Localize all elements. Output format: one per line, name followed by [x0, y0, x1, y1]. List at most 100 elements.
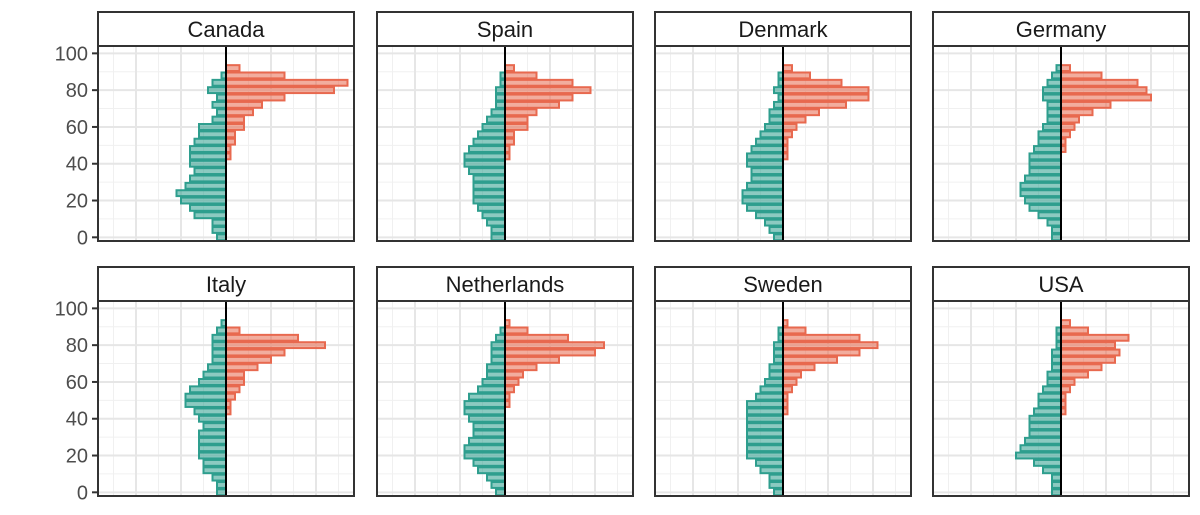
bar-right — [225, 123, 245, 131]
bar-left — [1051, 226, 1062, 234]
bar-right — [504, 115, 529, 124]
bar-right — [782, 115, 807, 124]
bar-right — [504, 333, 569, 342]
bar-left — [1046, 378, 1062, 386]
bar-left — [211, 115, 227, 124]
bar-left — [1051, 233, 1062, 242]
bar-left — [211, 348, 227, 357]
bar-left — [198, 429, 227, 438]
bar-right — [225, 108, 254, 117]
bar-right — [782, 86, 870, 95]
bar-right — [782, 341, 879, 350]
bar-left — [773, 86, 784, 95]
bar-left — [472, 196, 506, 205]
bar-left — [1046, 100, 1062, 109]
bar-right — [225, 100, 263, 109]
bar-left — [750, 167, 784, 176]
facet-panel-netherlands: Netherlands — [376, 266, 634, 497]
bar-left — [198, 451, 227, 460]
bar-right — [1060, 385, 1071, 394]
bar-left — [216, 326, 227, 335]
bar-left — [189, 385, 227, 394]
bar-left — [773, 355, 784, 364]
bar-right — [225, 370, 245, 379]
bar-left — [773, 233, 784, 242]
bar-left — [477, 130, 506, 139]
bar-right — [504, 108, 538, 117]
bar-left — [477, 466, 506, 475]
bar-left — [472, 174, 506, 183]
bar-left — [216, 488, 227, 497]
bar-left — [189, 145, 227, 153]
bar-right — [1060, 78, 1139, 87]
bar-left — [468, 436, 506, 445]
bar-left — [481, 123, 506, 131]
facet-strip — [654, 266, 912, 302]
bar-right — [1060, 71, 1103, 80]
bar-right — [504, 370, 524, 379]
facet-strip-label: Italy — [206, 272, 246, 297]
facet-strip-label: Netherlands — [446, 272, 565, 297]
bar-left — [768, 115, 784, 124]
bar-left — [755, 392, 784, 401]
bar-left — [468, 392, 506, 401]
bar-left — [481, 211, 506, 220]
bar-right — [504, 78, 574, 87]
bar-left — [1019, 189, 1062, 198]
bar-right — [225, 378, 245, 386]
bar-left — [746, 414, 784, 423]
bar-left — [750, 174, 784, 183]
bar-left — [463, 159, 506, 168]
bar-left — [477, 203, 506, 212]
bar-left — [759, 385, 784, 394]
bar-left — [1037, 137, 1062, 146]
bar-left — [211, 218, 227, 227]
bar-left — [1028, 152, 1062, 161]
bar-right — [504, 86, 592, 95]
bar-left — [1037, 400, 1062, 408]
bar-left — [490, 108, 506, 117]
bar-right — [1060, 100, 1112, 109]
bar-left — [216, 108, 227, 117]
bar-left — [1042, 123, 1062, 131]
facet-strip — [932, 266, 1190, 302]
bar-right — [504, 64, 515, 73]
bar-left — [746, 422, 784, 431]
bar-left — [180, 196, 227, 205]
bar-right — [504, 348, 596, 357]
bar-right — [225, 78, 349, 87]
bar-right — [1060, 130, 1071, 139]
bar-left — [1028, 422, 1062, 431]
facet-strip-label: Germany — [1016, 17, 1106, 42]
bar-right — [1060, 348, 1121, 357]
bar-left — [746, 159, 784, 168]
bar-right — [225, 137, 236, 146]
bar-right — [504, 123, 529, 131]
y-tick-label: 40 — [66, 154, 88, 176]
bar-left — [755, 211, 784, 220]
bar-left — [216, 233, 227, 242]
bar-left — [184, 400, 227, 408]
bar-left — [472, 422, 506, 431]
bar-left — [746, 407, 784, 416]
bar-left — [1051, 473, 1062, 482]
bar-left — [746, 152, 784, 161]
bar-left — [1019, 181, 1062, 190]
bar-left — [211, 100, 227, 109]
bar-left — [1046, 370, 1062, 379]
bar-left — [189, 174, 227, 183]
bar-left — [211, 355, 227, 364]
bar-right — [782, 355, 838, 364]
bar-right — [225, 115, 245, 124]
bar-left — [759, 466, 784, 475]
bar-right — [225, 341, 326, 350]
y-tick-label: 80 — [66, 80, 88, 102]
bar-right — [225, 385, 241, 394]
bar-right — [1060, 319, 1071, 328]
y-tick-label: 100 — [55, 298, 88, 320]
bar-left — [175, 189, 227, 198]
y-tick-label: 20 — [66, 191, 88, 213]
y-tick-label: 80 — [66, 335, 88, 357]
bar-right — [1060, 341, 1116, 350]
